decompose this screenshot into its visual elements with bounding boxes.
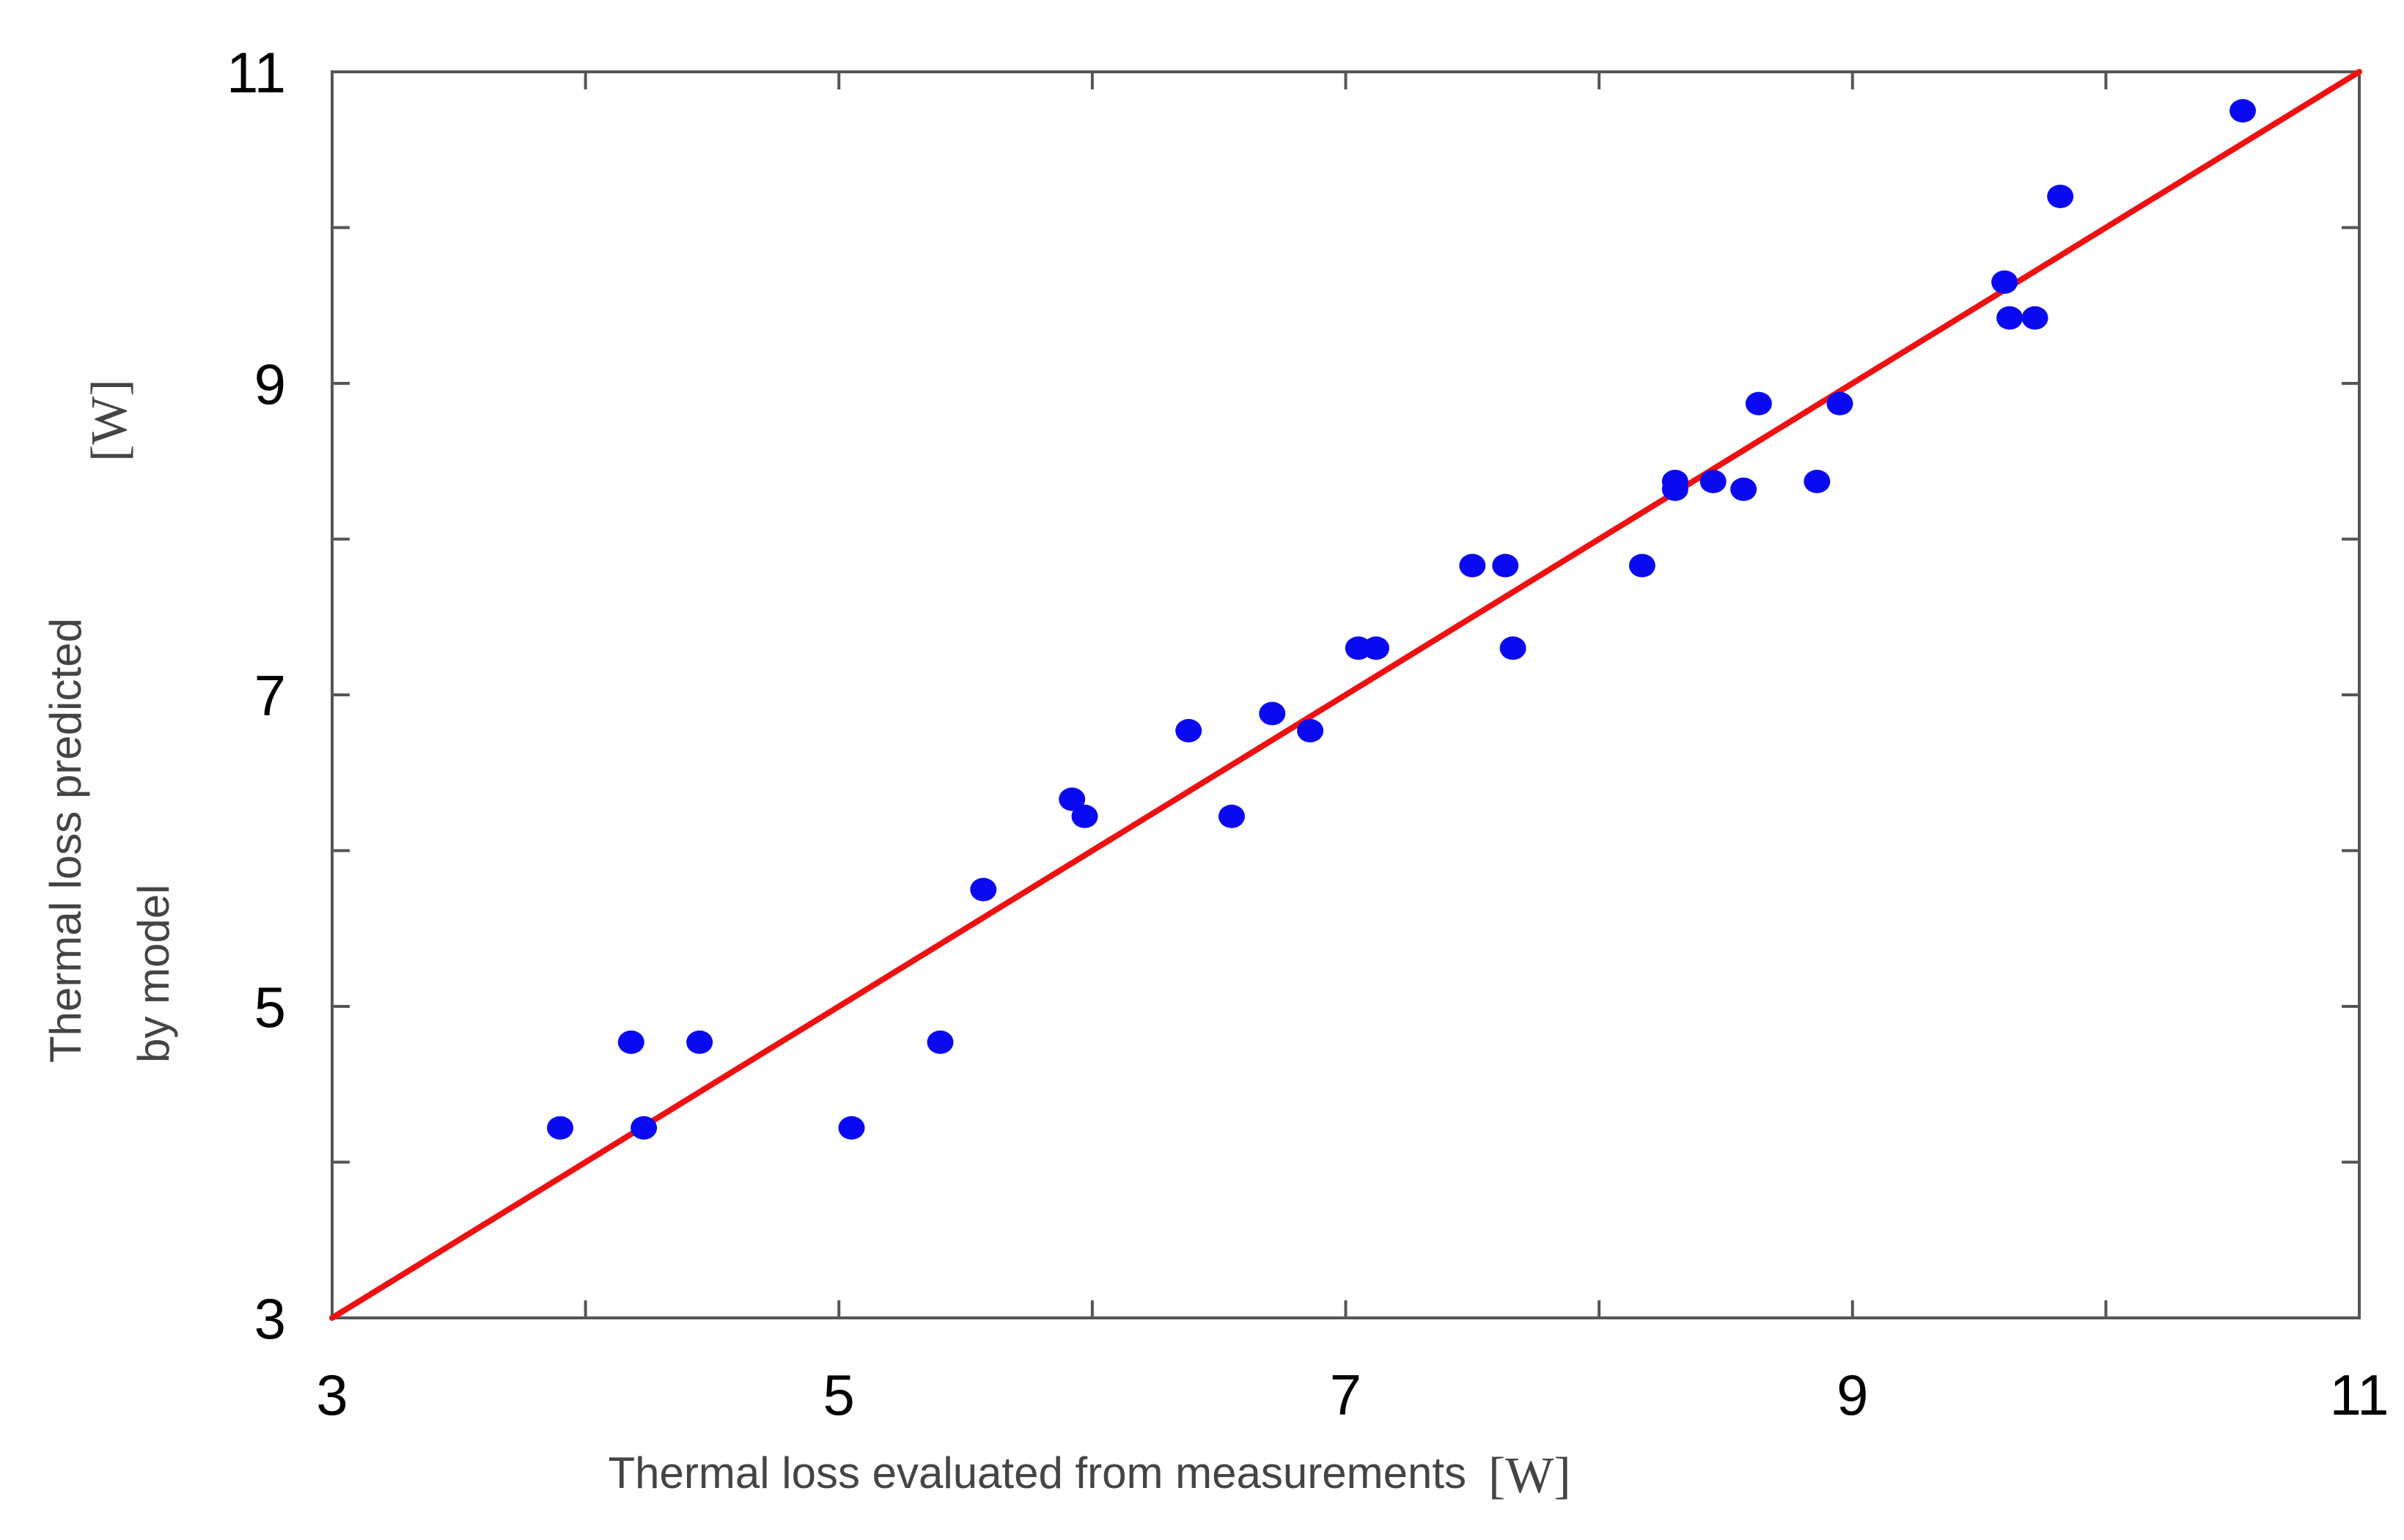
data-point [1745, 391, 1772, 416]
x-tick-label: 3 [316, 1363, 348, 1427]
x-tick-label: 7 [1330, 1363, 1361, 1427]
tick-labels: 3 5 7 9 11 3 5 7 9 11 [227, 40, 2389, 1427]
y-tick-label: 9 [254, 352, 286, 416]
data-point [838, 1116, 865, 1140]
data-point [1996, 306, 2023, 330]
data-point [547, 1116, 574, 1140]
data-point [2047, 185, 2074, 208]
data-point [631, 1116, 658, 1140]
data-points [547, 99, 2257, 1140]
data-point [1628, 553, 1655, 578]
x-tick-label: 11 [2330, 1363, 2389, 1427]
data-point [1499, 636, 1526, 660]
data-point [1218, 804, 1245, 828]
data-point [1661, 477, 1688, 501]
data-point [686, 1030, 713, 1054]
data-point [1492, 553, 1519, 578]
x-axis-title: Thermal loss evaluated from measurements [609, 1448, 1466, 1497]
data-point [1991, 270, 2018, 294]
x-tick-label: 9 [1837, 1363, 1868, 1427]
data-point [1730, 477, 1757, 501]
y-tick-label: 11 [227, 40, 286, 105]
data-point [2230, 99, 2257, 123]
data-point [1259, 701, 1286, 726]
data-point [1362, 636, 1389, 660]
y-tick-label: 5 [254, 975, 286, 1039]
x-tick-label: 5 [823, 1363, 855, 1427]
y-axis-title-line2: by model [129, 885, 178, 1063]
data-point [617, 1030, 644, 1054]
data-point [1175, 718, 1202, 743]
y-tick-label: 7 [254, 663, 286, 728]
data-point [927, 1030, 954, 1054]
x-axis-unit: [W] [1488, 1448, 1571, 1504]
data-point [2021, 306, 2048, 330]
data-point [1459, 553, 1486, 578]
data-point [1059, 787, 1086, 811]
fit-line [329, 69, 2362, 1321]
y-tick-label: 3 [254, 1286, 286, 1351]
data-point [1699, 469, 1727, 493]
data-point [1071, 804, 1098, 828]
data-point [1804, 469, 1831, 493]
y-axis-title-line1: Thermal loss predicted [41, 618, 90, 1063]
data-point [1297, 718, 1324, 743]
y-axis-unit: [W] [81, 379, 138, 462]
data-point [970, 877, 997, 902]
data-point [1826, 391, 1853, 416]
